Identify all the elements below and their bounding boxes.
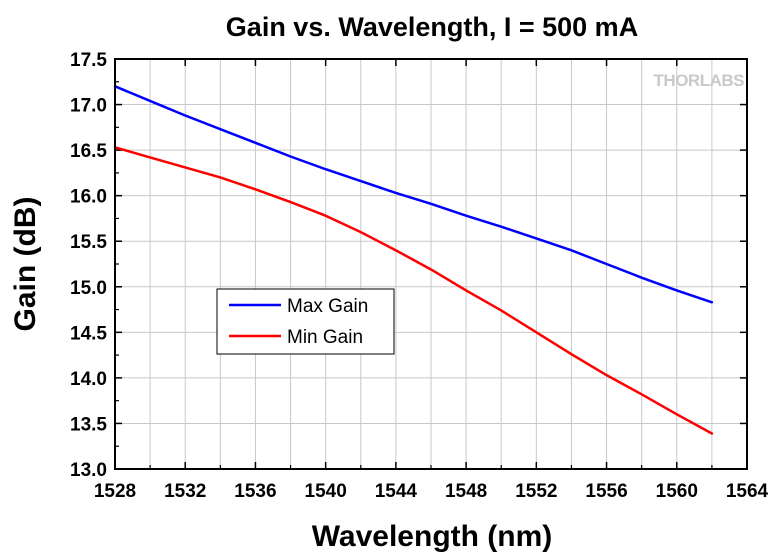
series-lines bbox=[113, 85, 714, 435]
y-tick-labels: 13.0 13.5 14.0 14.5 15.0 15.5 16.0 16.5 17.0 17.5 bbox=[70, 50, 107, 481]
y-tick-label: 17.0 bbox=[70, 96, 107, 117]
x-axis-title: Wavelength (nm) bbox=[312, 520, 553, 553]
legend-box bbox=[216, 288, 395, 355]
x-tick-label: 1536 bbox=[234, 481, 276, 502]
x-tick-labels: 1528 1532 1536 1540 1544 1548 1552 1556 1560 1564 bbox=[94, 481, 769, 502]
y-tick-label: 13.5 bbox=[70, 414, 107, 435]
y-axis-title: Gain (dB) bbox=[9, 197, 42, 332]
y-tick-label: 13.0 bbox=[70, 460, 107, 481]
plot-frame bbox=[114, 58, 748, 470]
x-tick-label: 1560 bbox=[656, 481, 698, 502]
y-tick-label: 14.5 bbox=[70, 323, 107, 344]
legend-label-min-gain: Min Gain bbox=[287, 327, 363, 348]
chart-title: Gain vs. Wavelength, I = 500 mA bbox=[226, 12, 638, 42]
y-tick-label: 15.5 bbox=[70, 232, 107, 253]
x-tick-label: 1556 bbox=[585, 481, 627, 502]
series-line-min-gain bbox=[113, 146, 714, 435]
x-tick-label: 1548 bbox=[445, 481, 487, 502]
watermark-logo: THORLABS bbox=[654, 71, 745, 90]
x-tick-label: 1564 bbox=[726, 481, 769, 502]
series-line-max-gain bbox=[113, 85, 714, 304]
legend-label-max-gain: Max Gain bbox=[287, 296, 368, 317]
grid bbox=[114, 58, 748, 470]
y-tick-label: 16.0 bbox=[70, 187, 107, 208]
x-tick-label: 1544 bbox=[375, 481, 418, 502]
y-tick-label: 15.0 bbox=[70, 278, 107, 299]
x-tick-label: 1532 bbox=[164, 481, 206, 502]
y-tick-label: 17.5 bbox=[70, 50, 107, 71]
x-tick-label: 1552 bbox=[515, 481, 557, 502]
x-tick-label: 1528 bbox=[94, 481, 136, 502]
y-tick-label: 16.5 bbox=[70, 141, 107, 162]
x-tick-label: 1540 bbox=[305, 481, 347, 502]
y-tick-label: 14.0 bbox=[70, 369, 107, 390]
legend: Max Gain Min Gain bbox=[216, 288, 395, 355]
